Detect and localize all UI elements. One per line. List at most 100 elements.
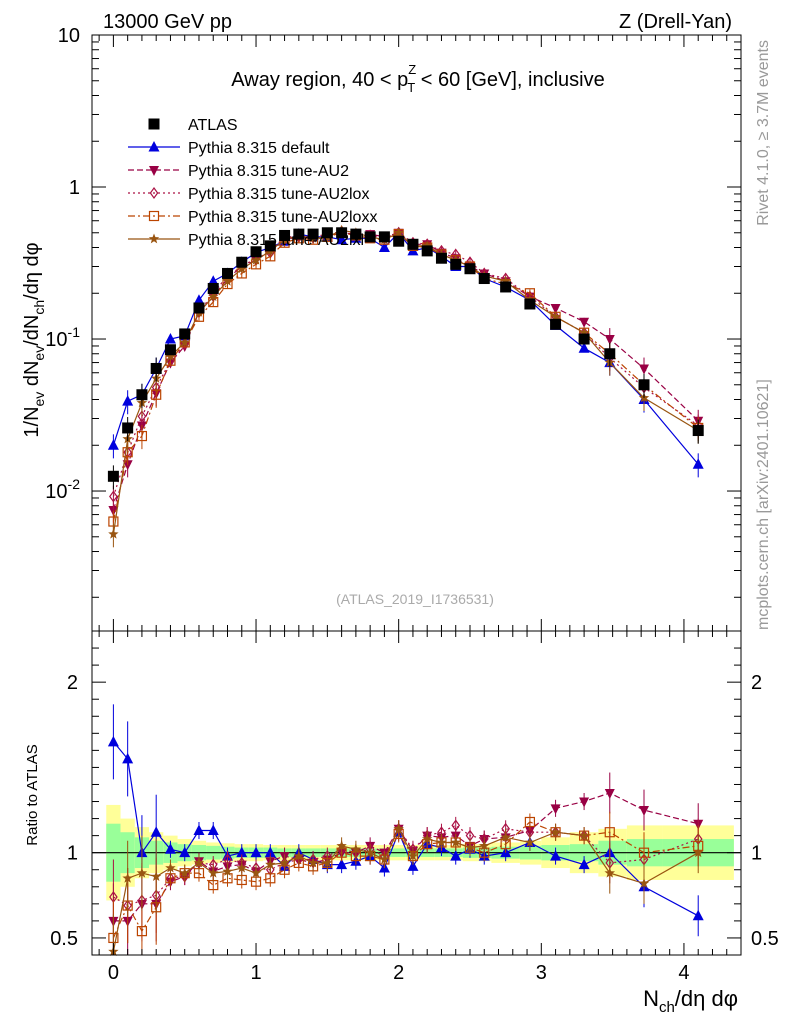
ratio-point-AU2lxl [179, 867, 190, 878]
ratio-point-default [193, 824, 205, 836]
main-line-default [112, 231, 699, 465]
main-point-ATLAS [307, 228, 319, 240]
legend-item-AU2loxx: Pythia 8.315 tune-AU2loxx [128, 209, 377, 226]
main-series-ATLAS [107, 227, 704, 490]
main-point-ATLAS [364, 231, 376, 243]
main-point-ATLAS [193, 302, 205, 314]
ratio-point-AU2lxl [293, 850, 305, 861]
ratio-point-AU2 [579, 797, 590, 808]
ratio-point-AU2loxx [524, 816, 535, 828]
ratio-y-tick-label-right: 2 [751, 672, 762, 694]
main-point-ATLAS [321, 227, 333, 239]
ratio-point-AU2lxl [222, 865, 233, 876]
ratio-point-AU2lxl [479, 840, 490, 851]
main-point-ATLAS [293, 228, 305, 240]
main-point-AU2lxl [165, 350, 176, 361]
main-point-ATLAS [435, 252, 447, 264]
main-line-AU2 [112, 232, 699, 511]
main-point-AU2lxl [500, 275, 511, 286]
legend: ATLAS Pythia 8.315 default Pythia 8.315 tu… [128, 117, 377, 249]
main-point-AU2lxl [393, 227, 404, 238]
ratio-point-AU2lxl [250, 867, 262, 878]
main-point-AU2 [579, 317, 590, 328]
main-y-tick-label: 10-2 [45, 476, 80, 503]
main-point-ATLAS [107, 470, 119, 482]
ratio-line-AU2lxl [112, 827, 699, 952]
main-point-ATLAS [236, 256, 248, 268]
ratio-point-AU2lxl [450, 837, 461, 847]
main-point-AU2loxx [136, 430, 148, 442]
ratio-point-AU2lxl [524, 837, 536, 847]
ratio-point-default [578, 858, 590, 870]
ratio-y-tick-label-left: 1 [67, 843, 78, 865]
legend-item-ATLAS: ATLAS [148, 117, 238, 134]
main-point-default [336, 233, 348, 245]
ratio-y-tick-label-right: 1 [751, 843, 762, 865]
main-point-ATLAS [407, 238, 419, 250]
main-point-ATLAS [550, 318, 562, 330]
x-tick-label: 3 [536, 962, 547, 984]
main-series-AU2lxl [108, 224, 704, 548]
main-point-ATLAS [478, 273, 490, 285]
ratio-point-default [164, 843, 176, 854]
main-point-default [692, 458, 704, 469]
ratio-point-AU2lxl [208, 867, 219, 878]
ratio-point-AU2 [604, 789, 615, 799]
main-y-tick-label: 10-1 [45, 324, 80, 351]
chart-title-prefix: Away region, 40 < p [231, 69, 408, 91]
ratio-point-AU2lxl [422, 833, 433, 844]
main-series-AU2loxx [108, 227, 704, 535]
main-panel-series [107, 224, 704, 548]
main-point-AU2 [604, 335, 615, 346]
legend-label-AU2: Pythia 8.315 tune-AU2 [188, 163, 349, 180]
main-point-AU2lxl [108, 528, 119, 539]
analysis-watermark: (ATLAS_2019_I1736531) [336, 591, 494, 607]
ratio-point-AU2lxl [500, 831, 511, 842]
main-point-AU2lxl [550, 311, 561, 322]
main-point-AU2 [550, 303, 561, 314]
ratio-point-AU2lxl [136, 867, 148, 878]
main-point-default [193, 294, 205, 305]
main-point-ATLAS [378, 231, 390, 243]
ratio-point-AU2lxl [279, 857, 290, 868]
ratio-line-AU2 [113, 792, 699, 922]
ratio-point-AU2lxl [578, 830, 590, 841]
main-y-tick-label: 10 [58, 25, 80, 47]
main-y-tick-exp: -1 [68, 324, 81, 340]
ratio-series-default [107, 704, 704, 937]
ratio-point-AU2lxl [336, 840, 347, 851]
ratio-point-AU2lxl [165, 862, 176, 873]
legend-label-ATLAS: ATLAS [188, 117, 238, 134]
main-point-AU2lxl [179, 336, 190, 347]
ratio-point-AU2loxx [604, 827, 615, 838]
ratio-point-AU2loxx [265, 873, 276, 884]
ratio-panel-series [107, 704, 704, 956]
chart-title-sup: Z [408, 62, 416, 77]
main-line-AU2loxx [112, 232, 699, 522]
ratio-line-AU2loxx [112, 821, 699, 939]
main-point-AU2lxl [422, 240, 433, 251]
main-point-ATLAS [393, 235, 405, 247]
ratio-point-AU2lxl [236, 862, 247, 873]
legend-item-AU2lxl: Pythia 8.315 tune-AU2lxl [128, 232, 364, 249]
legend-marker-AU2lox [149, 186, 159, 200]
ratio-point-default [336, 858, 348, 870]
ratio-y-tick-label-right: 0.5 [751, 928, 779, 950]
ratio-point-AU2lxl [604, 867, 615, 878]
ratio-point-default [236, 846, 248, 858]
ratio-point-AU2lxl [193, 857, 205, 868]
main-point-ATLAS [136, 389, 148, 401]
ratio-point-AU2lxl [322, 857, 333, 868]
main-y-axis-label: 1/Nev dNev/dNch/dη dφ [21, 242, 47, 437]
main-point-ATLAS [150, 362, 162, 374]
x-axis-label: Nch/dη dφ [643, 986, 738, 1016]
x-tick-label: 2 [393, 962, 404, 984]
ratio-point-AU2lxl [265, 859, 276, 870]
ratio-frame [91, 630, 742, 956]
ratio-point-AU2lxl [151, 871, 162, 881]
legend-marker-AU2loxx [148, 210, 160, 222]
main-y-tick-base: 10 [45, 481, 67, 503]
main-point-ATLAS [250, 246, 262, 258]
chart-title: Away region, 40 < pZ T < 60 [GeV], inclus… [231, 62, 604, 95]
